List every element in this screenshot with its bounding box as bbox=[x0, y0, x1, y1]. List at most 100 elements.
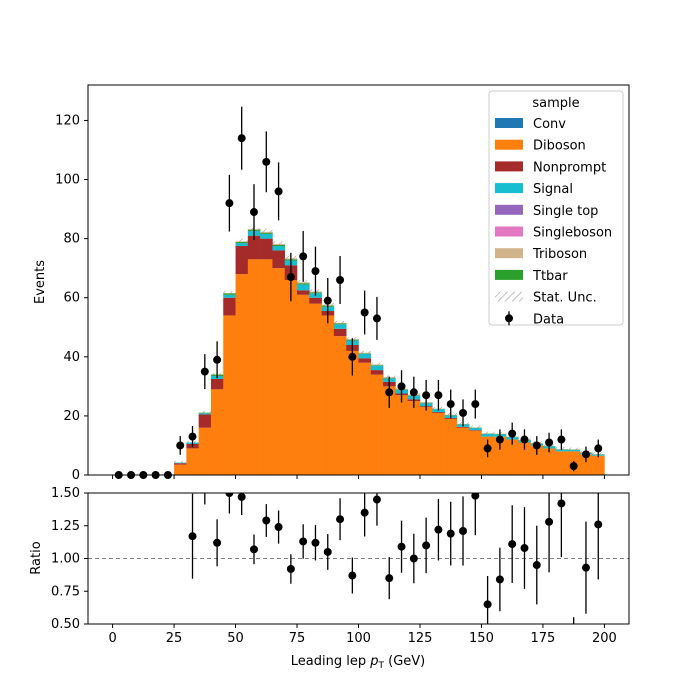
x-tick-label: 75 bbox=[289, 631, 306, 646]
bar-diboson bbox=[223, 315, 236, 475]
bar-diboson bbox=[444, 418, 458, 475]
bar-diboson bbox=[198, 427, 212, 475]
stat-unc-band bbox=[235, 238, 248, 245]
bar-signal bbox=[370, 365, 384, 371]
y-tick-label: 80 bbox=[63, 232, 80, 247]
data-point bbox=[188, 432, 197, 441]
data-point bbox=[323, 296, 332, 305]
bar-nonprompt bbox=[297, 290, 310, 295]
legend-label-nonprompt: Nonprompt bbox=[533, 160, 606, 175]
bar-diboson bbox=[272, 268, 286, 475]
ratio-point bbox=[459, 526, 468, 535]
y-tick-label: 20 bbox=[63, 409, 80, 424]
bar-diboson bbox=[407, 401, 421, 475]
main-panel: 0 20 40 60 80 100 120 bbox=[55, 84, 630, 483]
legend-swatch-triboson bbox=[495, 248, 523, 259]
data-point bbox=[360, 308, 369, 317]
bar-diboson bbox=[506, 439, 519, 475]
legend-label-stat-unc: Stat. Unc. bbox=[533, 291, 597, 306]
ratio-point bbox=[323, 547, 332, 556]
data-point bbox=[422, 391, 431, 400]
bar-signal bbox=[235, 243, 249, 247]
data-point bbox=[409, 388, 418, 397]
bar-nonprompt bbox=[223, 297, 236, 316]
ratio-point bbox=[188, 532, 197, 541]
ratio-y-tick-label: 1.50 bbox=[51, 486, 80, 501]
bar-diboson bbox=[186, 448, 199, 475]
legend-swatch-diboson bbox=[495, 139, 523, 150]
bar-diboson bbox=[210, 389, 224, 475]
bar-diboson bbox=[493, 436, 507, 475]
ratio-point bbox=[372, 495, 381, 504]
ratio-point bbox=[581, 563, 590, 572]
data-point bbox=[372, 314, 381, 323]
ratio-point bbox=[570, 640, 578, 648]
data-point bbox=[495, 435, 504, 444]
bar-diboson bbox=[247, 259, 261, 475]
bar-signal bbox=[481, 433, 495, 437]
ratio-y-tick-label: 0.75 bbox=[51, 584, 80, 599]
bar-diboson bbox=[542, 448, 556, 475]
y-tick-label: 60 bbox=[63, 291, 80, 306]
data-point bbox=[471, 400, 480, 409]
bar-diboson bbox=[555, 451, 568, 475]
ratio-y-tick-label: 0.50 bbox=[51, 617, 80, 632]
x-tick-label: 150 bbox=[469, 631, 494, 646]
ratio-point bbox=[262, 516, 271, 525]
ratio-point bbox=[299, 537, 308, 546]
legend-swatch-ttbar bbox=[495, 269, 523, 280]
legend-label-triboson: Triboson bbox=[532, 247, 587, 262]
stat-unc-band bbox=[272, 241, 285, 247]
bar-diboson bbox=[297, 294, 310, 475]
data-point bbox=[299, 252, 308, 261]
bar-nonprompt bbox=[370, 370, 384, 375]
stat-unc-band bbox=[297, 280, 310, 285]
bar-diboson bbox=[456, 427, 470, 475]
data-point bbox=[249, 208, 258, 217]
legend-swatch-conv bbox=[495, 118, 523, 128]
y-tick-label: 0 bbox=[72, 468, 80, 483]
ratio-point bbox=[471, 493, 480, 500]
bar-signal bbox=[432, 409, 445, 413]
ratio-point bbox=[508, 540, 517, 549]
data-point bbox=[508, 429, 517, 438]
data-point bbox=[532, 441, 541, 450]
y-tick-label: 40 bbox=[63, 350, 80, 365]
ratio-axes-frame bbox=[87, 492, 630, 625]
data-point bbox=[569, 462, 578, 471]
bar-diboson bbox=[419, 407, 433, 475]
data-point bbox=[225, 199, 234, 208]
ratio-point bbox=[422, 541, 431, 550]
data-point bbox=[286, 273, 295, 282]
legend-title: sample bbox=[532, 96, 579, 111]
x-axis-label: Leading lep pT (GeV) bbox=[291, 654, 425, 671]
stat-unc-band bbox=[358, 350, 371, 355]
bar-diboson bbox=[530, 445, 544, 475]
bar-diboson bbox=[370, 374, 384, 475]
legend-swatch-nonprompt bbox=[495, 161, 523, 172]
stat-unc-band bbox=[481, 431, 494, 436]
data-point bbox=[520, 435, 529, 444]
ratio-point bbox=[360, 508, 369, 517]
ratio-y-tick-label: 1.00 bbox=[51, 552, 80, 567]
bar-nonprompt bbox=[456, 426, 470, 428]
ratio-point bbox=[274, 523, 283, 532]
ratio-point bbox=[557, 499, 566, 508]
bar-diboson bbox=[432, 412, 445, 475]
stat-unc-band bbox=[567, 447, 580, 452]
data-point bbox=[237, 134, 246, 143]
legend-label-conv: Conv bbox=[533, 117, 566, 132]
bar-nonprompt bbox=[198, 414, 212, 428]
ratio-point bbox=[237, 493, 246, 501]
bar-signal bbox=[223, 294, 236, 298]
bar-diboson bbox=[592, 455, 605, 475]
legend-label-data: Data bbox=[533, 312, 564, 327]
y-tick-label: 100 bbox=[55, 173, 80, 188]
bar-diboson bbox=[469, 430, 482, 475]
ratio-point bbox=[225, 493, 234, 497]
bar-diboson bbox=[284, 280, 298, 475]
bar-diboson bbox=[358, 362, 372, 475]
bar-diboson bbox=[579, 454, 593, 475]
legend-swatch-singleboson bbox=[495, 226, 523, 237]
ratio-point bbox=[385, 574, 394, 583]
